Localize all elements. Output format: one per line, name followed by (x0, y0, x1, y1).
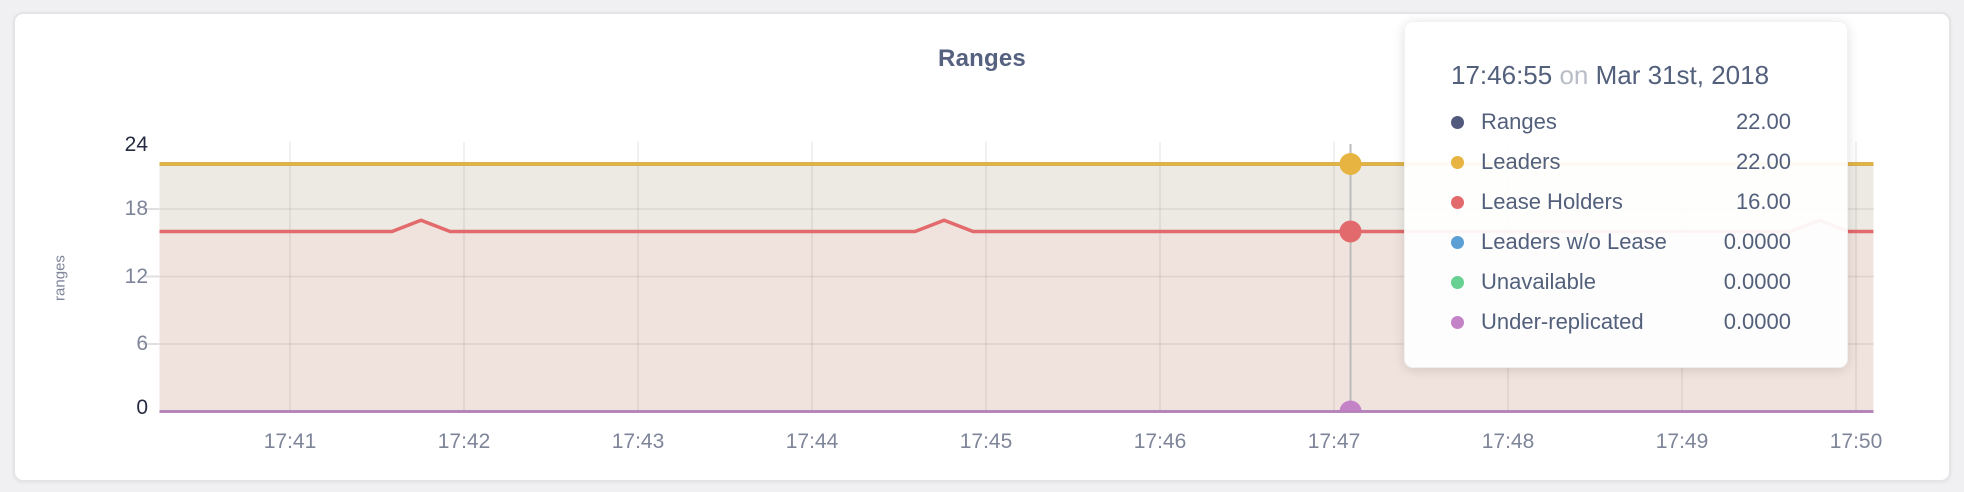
x-tick-label: 17:49 (1655, 430, 1709, 453)
series-label: Ranges (1481, 109, 1557, 134)
x-tick-label: 17:45 (959, 430, 1013, 453)
tooltip-row-leaders: Leaders 22.00 (1451, 142, 1791, 182)
series-value: 0.0000 (1723, 229, 1791, 254)
series-value: 22.00 (1735, 109, 1791, 134)
x-tick-label: 17:41 (263, 430, 317, 453)
tooltip-date: Mar 31st, 2018 (1595, 60, 1770, 90)
under-replicated-series-dot-icon (1451, 315, 1464, 329)
leaders-wo-lease-series-dot-icon (1451, 235, 1464, 249)
x-tick-label: 17:44 (785, 430, 839, 453)
x-tick-label: 17:42 (437, 430, 491, 453)
leaders-series-dot-icon (1451, 155, 1464, 169)
x-tick-label: 17:50 (1829, 430, 1883, 453)
tooltip-timestamp: 17:46:55 on Mar 31st, 2018 (1451, 60, 1791, 90)
unavailable-series-dot-icon (1451, 275, 1464, 289)
series-label: Unavailable (1481, 269, 1596, 294)
tooltip-time: 17:46:55 (1451, 60, 1553, 90)
x-tick-label: 17:47 (1307, 430, 1361, 453)
series-label: Under-replicated (1481, 309, 1644, 334)
y-tick-label: 6 (136, 332, 148, 355)
ranges-series-dot-icon (1451, 115, 1464, 129)
series-label: Lease Holders (1481, 189, 1623, 214)
chart-title: Ranges (938, 45, 1026, 72)
tooltip-row-lease-holders: Lease Holders 16.00 (1451, 182, 1791, 222)
x-tick-label: 17:48 (1481, 430, 1535, 453)
series-value: 16.00 (1735, 189, 1791, 214)
tooltip-on-word: on (1559, 60, 1589, 90)
y-tick-label: 24 (124, 133, 148, 156)
y-tick-label: 0 (136, 396, 148, 419)
series-label: Leaders (1481, 149, 1561, 174)
tooltip-row-ranges: Ranges 22.00 (1451, 102, 1791, 142)
x-tick-label: 17:43 (611, 430, 665, 453)
series-label: Leaders w/o Lease (1481, 229, 1667, 254)
tooltip-row-leaders-wo-lease: Leaders w/o Lease 0.0000 (1451, 222, 1791, 262)
x-tick-label: 17:46 (1133, 430, 1187, 453)
series-value: 0.0000 (1723, 309, 1791, 334)
series-value: 0.0000 (1723, 269, 1791, 294)
tooltip-row-unavailable: Unavailable 0.0000 (1451, 262, 1791, 302)
y-tick-label: 18 (124, 197, 148, 220)
lease-holders-series-dot-icon (1451, 195, 1464, 209)
y-tick-label: 12 (124, 265, 148, 288)
tooltip-row-under-replicated: Under-replicated 0.0000 (1451, 302, 1791, 342)
hover-tooltip: 17:46:55 on Mar 31st, 2018 Ranges 22.00 … (1404, 21, 1848, 368)
series-value: 22.00 (1735, 149, 1791, 174)
